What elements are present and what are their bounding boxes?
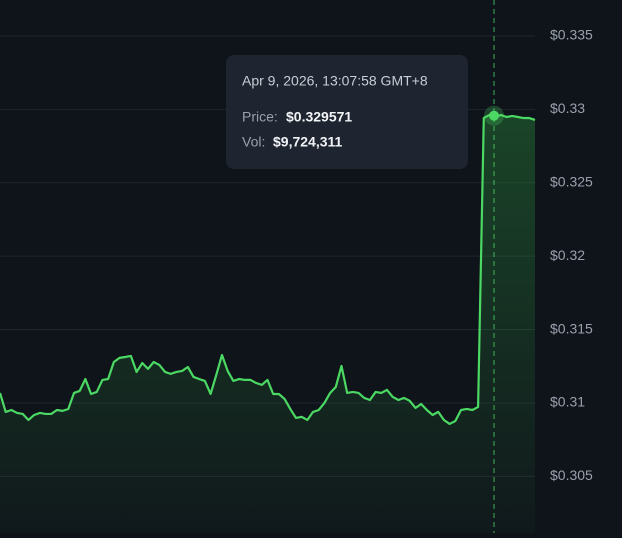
- tooltip: Apr 9, 2026, 13:07:58 GMT+8 Price: $0.32…: [226, 55, 468, 169]
- plot: [0, 0, 536, 533]
- y-tick-label: $0.33: [550, 100, 585, 116]
- price-line: [0, 113, 536, 426]
- tooltip-title: Apr 9, 2026, 13:07:58 GMT+8: [242, 73, 428, 89]
- hover-point: [489, 110, 499, 121]
- tooltip-price: $0.329571: [286, 109, 352, 125]
- tooltip-price-label: Price:: [242, 109, 278, 125]
- tooltip-vol: $9,724,311: [273, 134, 343, 150]
- tooltip-box: [226, 55, 468, 169]
- y-tick-label: $0.335: [550, 27, 593, 43]
- y-tick-label: $0.305: [550, 467, 593, 483]
- area: [0, 114, 535, 533]
- y-tick-label: $0.315: [550, 320, 593, 336]
- y-tick-label: $0.31: [550, 394, 585, 410]
- y-tick-label: $0.325: [550, 173, 593, 189]
- y-tick-label: $0.32: [550, 247, 585, 263]
- tooltip-vol-label: Vol:: [242, 134, 265, 150]
